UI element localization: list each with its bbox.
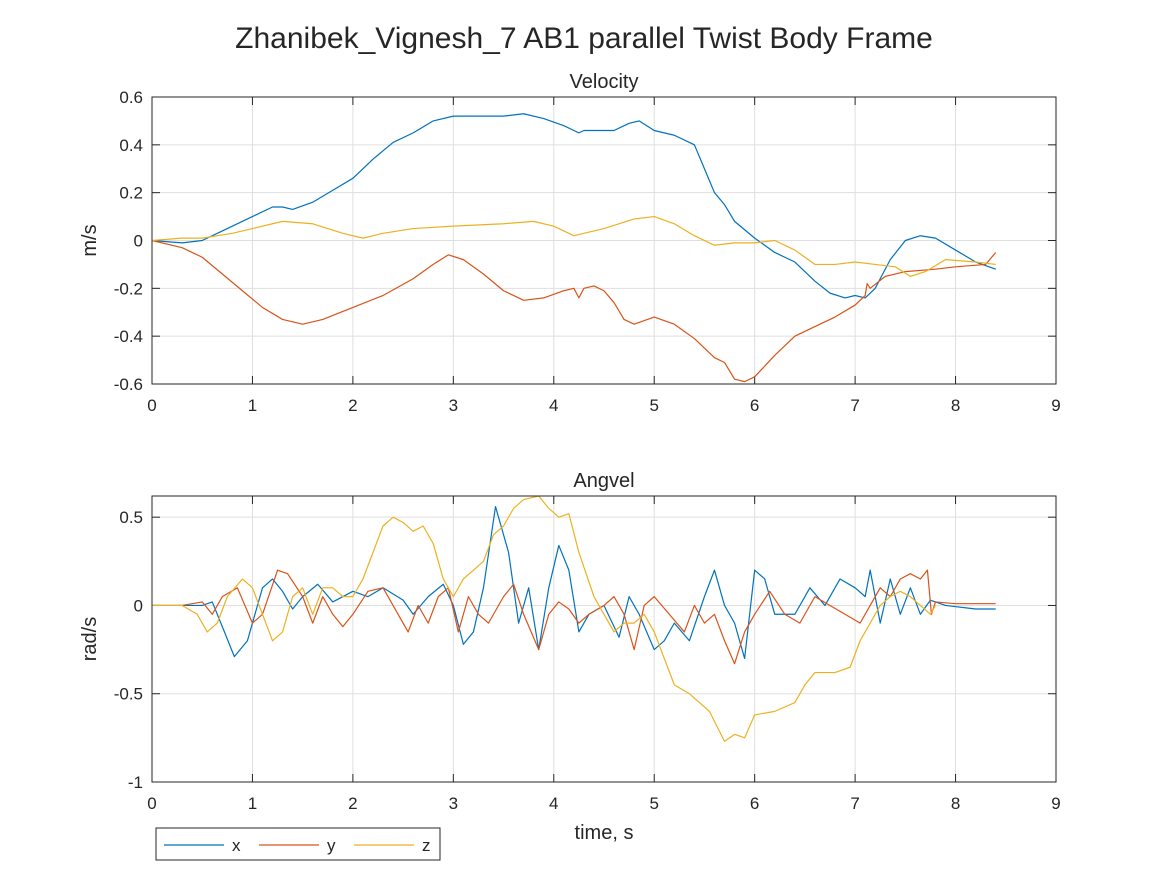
velocity-ytick-label: 0.2: [119, 184, 143, 203]
velocity-xtick-label: 9: [1051, 396, 1060, 415]
angvel-series-y-line: [152, 569, 996, 665]
velocity-ytick-label: 0.6: [119, 88, 143, 107]
velocity-ytick-label: 0: [134, 232, 143, 251]
velocity-xtick-label: 4: [549, 396, 558, 415]
velocity-xtick-label: 1: [248, 396, 257, 415]
legend: x y z: [155, 827, 441, 861]
angvel-xtick-label: 9: [1051, 794, 1060, 813]
velocity-ytick-label: 0.4: [119, 136, 143, 155]
legend-label-x: x: [232, 836, 241, 855]
angvel-xtick-label: 6: [750, 794, 759, 813]
velocity-xtick-label: 2: [348, 396, 357, 415]
velocity-axes: 0 1 2 3 4 5 6 7 8 9 -0.6 -0.4 -0.2 0 0.2 0.4 0.6 Velocity…: [79, 71, 1061, 415]
velocity-ytick-label: -0.4: [114, 327, 143, 346]
velocity-series-x-line: [152, 113, 996, 299]
velocity-xtick-label: 5: [649, 396, 658, 415]
angvel-xtick-label: 4: [549, 794, 558, 813]
velocity-series-y-line: [152, 239, 997, 383]
angvel-xtick-label: 0: [147, 794, 156, 813]
velocity-xtick-label: 0: [147, 396, 156, 415]
velocity-series-z-line: [152, 215, 996, 277]
legend-label-z: z: [422, 836, 431, 855]
angvel-xtick-label: 3: [449, 794, 458, 813]
angvel-xlabel: time, s: [575, 822, 634, 844]
velocity-xtick-label: 7: [850, 396, 859, 415]
velocity-ytick-label: -0.6: [114, 375, 143, 394]
velocity-xtick-label: 8: [951, 396, 960, 415]
velocity-ytick-label: -0.2: [114, 279, 143, 298]
angvel-axes: 0 1 2 3 4 5 6 7 8 9 -1 -0.5 0 0.5 Angvel rad/s time, s: [79, 470, 1061, 844]
legend-box: [155, 827, 441, 861]
angvel-title: Angvel: [573, 470, 634, 492]
angvel-ytick-label: -1: [128, 773, 143, 792]
angvel-xtick-label: 7: [850, 794, 859, 813]
velocity-xtick-label: 6: [750, 396, 759, 415]
velocity-title: Velocity: [570, 71, 639, 93]
figure-title: Zhanibek_Vignesh_7 AB1 parallel Twist Bo…: [235, 22, 933, 55]
angvel-xtick-label: 8: [951, 794, 960, 813]
angvel-ytick-label: 0: [134, 596, 143, 615]
angvel-ytick-label: -0.5: [114, 685, 143, 704]
angvel-axes-frame: [151, 495, 1057, 783]
angvel-series-z-line: [152, 496, 936, 742]
legend-label-y: y: [327, 836, 336, 855]
angvel-xtick-label: 5: [649, 794, 658, 813]
angvel-ytick-label: 0.5: [119, 508, 143, 527]
velocity-ylabel: m/s: [79, 224, 101, 256]
velocity-axes-frame: [151, 96, 1057, 385]
velocity-xtick-label: 3: [449, 396, 458, 415]
angvel-plot-area: [152, 496, 1056, 782]
angvel-xtick-label: 1: [248, 794, 257, 813]
angvel-xtick-label: 2: [348, 794, 357, 813]
angvel-ylabel: rad/s: [79, 617, 101, 661]
